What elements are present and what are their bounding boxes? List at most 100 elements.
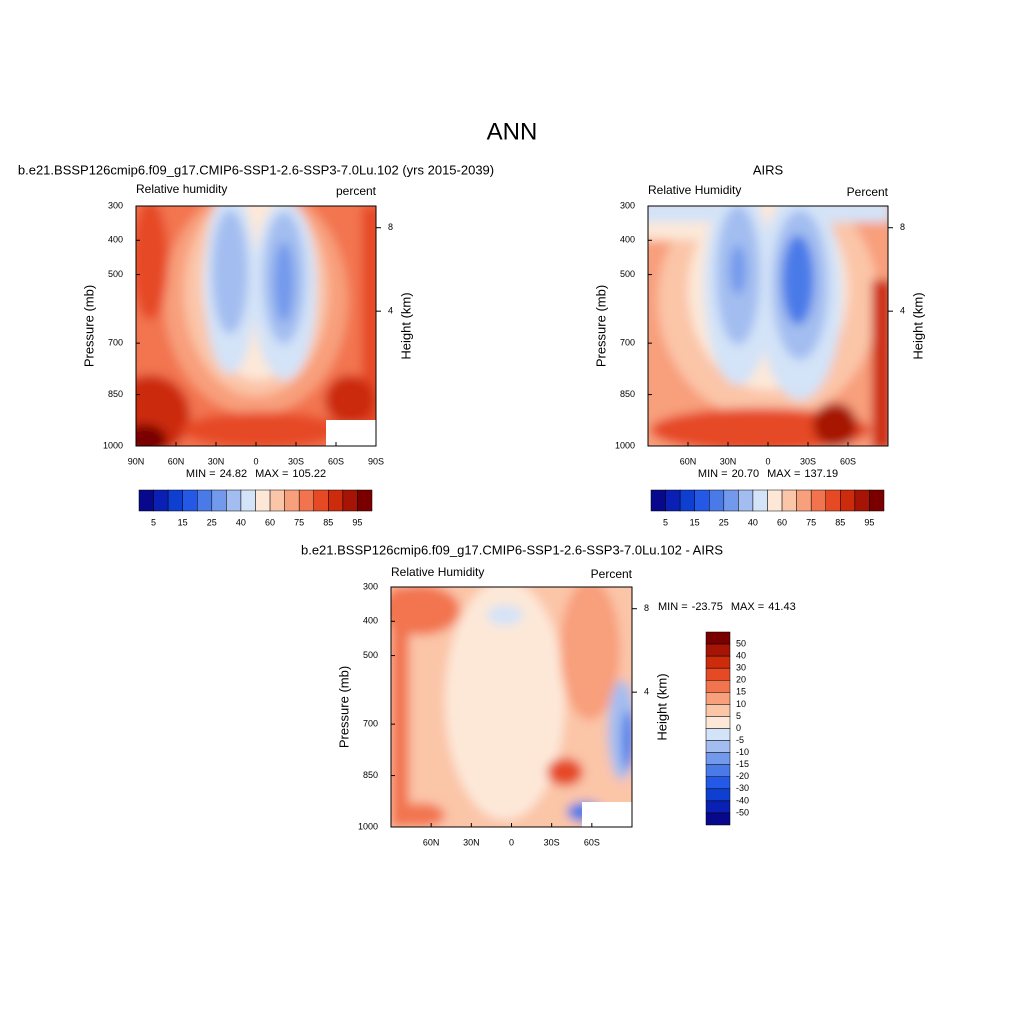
y-tick-label: 500 [620, 269, 635, 279]
field-label: Relative Humidity [648, 183, 741, 197]
y-axis-label: Pressure (mb) [81, 285, 96, 367]
colorbar-label: 30 [736, 663, 746, 673]
x-tick-label: 0 [509, 837, 514, 847]
colorbar-label: 40 [748, 517, 758, 527]
colorbar-box [781, 489, 797, 512]
colorbar-label: 95 [864, 517, 874, 527]
x-tick-label: 90S [368, 456, 384, 466]
stats-part: MIN = [658, 601, 688, 613]
colorbar-box [810, 489, 826, 512]
contour-field [136, 206, 376, 446]
colorbar-box [153, 489, 169, 512]
colorbar-label: 95 [352, 517, 362, 527]
units-label: Percent [591, 567, 633, 581]
stats-part: 24.82 [220, 468, 248, 480]
colorbar-label: 60 [777, 517, 787, 527]
colorbar-box [138, 489, 154, 512]
colorbar-box [705, 716, 731, 729]
colorbar-label: -5 [736, 735, 744, 745]
units-label: Percent [847, 185, 889, 199]
y2-tick-label: 4 [900, 306, 905, 316]
stats-part: -23.75 [692, 601, 723, 613]
colorbar-label: 85 [835, 517, 845, 527]
colorbar-label: 15 [178, 517, 188, 527]
x-tick-label: 0 [765, 456, 770, 466]
colorbar-box [298, 489, 314, 512]
y2-axis-label: Height (km) [910, 292, 925, 359]
colorbar-box [723, 489, 739, 512]
x-tick-label: 60N [680, 456, 697, 466]
stats-part: MAX = [731, 601, 764, 613]
y2-tick-label: 8 [900, 222, 905, 232]
colorbar-box [705, 680, 731, 693]
colorbar-box [284, 489, 300, 512]
colorbar-label: -10 [736, 747, 749, 757]
y-tick-label: 500 [108, 269, 123, 279]
y2-axis-label: Height (km) [654, 673, 669, 740]
colorbar-box [767, 489, 783, 512]
colorbar-box [705, 788, 731, 802]
colorbar-label: 25 [719, 517, 729, 527]
colorbar-label: -40 [736, 795, 749, 805]
colorbar-box [705, 728, 731, 741]
colorbar-box [240, 489, 256, 512]
y2-tick-label: 8 [644, 603, 649, 613]
colorbar-box [211, 489, 227, 512]
y2-tick-label: 4 [388, 306, 393, 316]
y2-tick-label: 8 [388, 222, 393, 232]
colorbar-box [869, 489, 885, 512]
colorbar-box [705, 764, 731, 777]
stats: MIN = 24.82 MAX = 105.22 [186, 468, 326, 480]
x-tick-label: 90N [128, 456, 145, 466]
x-tick-label: 0 [253, 456, 258, 466]
colorbar-label: 5 [151, 517, 156, 527]
colorbar-box [705, 800, 731, 814]
colorbar-box [167, 489, 183, 512]
y-axis-label: Pressure (mb) [593, 285, 608, 367]
colorbar-box [226, 489, 242, 512]
colorbar-box [313, 489, 329, 512]
colorbar-box [197, 489, 213, 512]
x-tick-label: 60N [423, 837, 440, 847]
stats-part: MIN = [698, 468, 728, 480]
y-tick-label: 500 [363, 650, 378, 660]
y-tick-label: 300 [620, 200, 635, 210]
stats: MIN = 20.70 MAX = 137.19 [698, 468, 838, 480]
y-tick-label: 850 [363, 770, 378, 780]
panel-title: b.e21.BSSP126cmip6.f09_g17.CMIP6-SSP1-2.… [301, 542, 723, 557]
x-tick-label: 30S [288, 456, 304, 466]
colorbar-label: 15 [736, 687, 746, 697]
stats: MIN = -23.75 MAX = 41.43 [658, 601, 796, 613]
colorbar-label: 10 [736, 699, 746, 709]
contour-field [391, 587, 632, 827]
field-label: Relative humidity [136, 182, 227, 196]
colorbar-box [705, 631, 731, 645]
x-tick-label: 30N [463, 837, 480, 847]
panel-title: b.e21.BSSP126cmip6.f09_g17.CMIP6-SSP1-2.… [18, 162, 494, 177]
y-tick-label: 700 [363, 719, 378, 729]
colorbar-box [705, 740, 731, 753]
colorbar-label: 5 [663, 517, 668, 527]
y-tick-label: 700 [620, 338, 635, 348]
colorbar-box [679, 489, 695, 512]
y-tick-label: 1000 [103, 440, 123, 450]
colorbar-box [705, 692, 731, 705]
colorbar-box [665, 489, 681, 512]
colorbar-box [269, 489, 285, 512]
x-tick-label: 30S [800, 456, 816, 466]
contour-field [648, 206, 888, 446]
colorbar-label: -30 [736, 783, 749, 793]
colorbar-box [825, 489, 841, 512]
stats-part: 105.22 [292, 468, 326, 480]
colorbar-label: 85 [323, 517, 333, 527]
y-tick-label: 400 [108, 235, 123, 245]
x-tick-label: 60S [584, 837, 600, 847]
y2-tick-label: 4 [644, 687, 649, 697]
units-label: percent [336, 184, 377, 198]
colorbar-label: 20 [736, 675, 746, 685]
field-label: Relative Humidity [391, 565, 484, 579]
colorbar-label: 5 [736, 711, 741, 721]
colorbar-box [705, 776, 731, 790]
stats-part: 41.43 [768, 601, 796, 613]
